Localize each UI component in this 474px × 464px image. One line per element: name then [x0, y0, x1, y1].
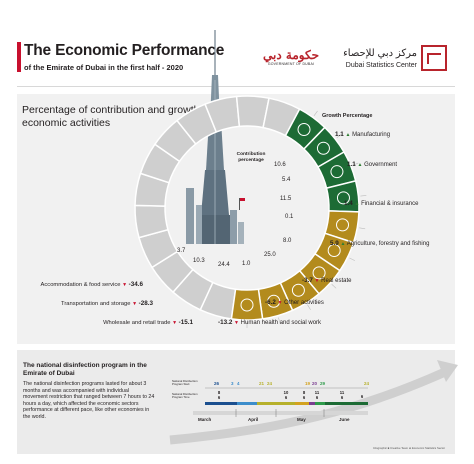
timeline-hours: 6: [360, 394, 364, 399]
timeline-row2-label: National Disinfection Program Time: [172, 392, 198, 400]
growth-label-agriculture: 5.9 ▲ Agriculture, forestry and fishing: [330, 240, 430, 247]
contribution-value-real-estate: 8.0: [283, 238, 292, 244]
timeline-bar-march: [205, 402, 237, 405]
timeline-hours: 11 6: [314, 390, 320, 400]
contribution-value-government: 5.4: [282, 177, 291, 183]
growth-label-accommodation: Accommodation & food service ▼ -34.6: [40, 281, 143, 288]
sector-icon-other-activities-icon: [327, 244, 341, 258]
timeline-day: 4: [237, 381, 240, 386]
month-label-june: June: [339, 417, 350, 422]
sector-leader-line: [278, 317, 281, 324]
contribution-value-manufacturing: 10.6: [274, 162, 286, 168]
arrow-down-icon: ▼: [172, 320, 178, 326]
sector-icon-financial-insurance-icon: [330, 165, 344, 179]
page-subtitle: of the Emirate of Dubai in the first hal…: [24, 63, 184, 72]
sector-icon-real-estate-icon: [336, 218, 350, 232]
sector-icon-wholesale-and-retail-trade-icon: [291, 283, 305, 297]
sector-icon-accommodation-food-service-icon: [240, 298, 254, 312]
dsc-name-arabic: مركز دبي للإحصاء: [343, 48, 417, 59]
arrow-up-icon: ▲: [357, 162, 363, 168]
arrow-up-icon: ▲: [340, 241, 346, 247]
arrow-up-icon: ▲: [354, 201, 360, 207]
ring-sector-accommodation-food-service: [230, 288, 264, 321]
program-title: The national disinfection program in the…: [23, 362, 147, 377]
growth-label-government: 1.1 ▲ Government: [347, 161, 398, 168]
sector-icon-government-icon: [316, 141, 330, 155]
growth-label-manufacturing: 1.1 ▲ Manufacturing: [335, 131, 391, 138]
title-accent-bar: [17, 42, 21, 72]
growth-label-other: -6.2 ▼ Other activities: [265, 299, 324, 306]
sector-leader-line: [307, 304, 311, 310]
arrow-down-icon: ▼: [314, 278, 320, 284]
trend-arrow-icon: [169, 367, 447, 445]
timeline-hours: 10 6: [283, 390, 289, 400]
sector-icon-manufacturing-icon: [297, 123, 311, 137]
month-label-may: May: [297, 417, 306, 422]
contribution-value-accommodation: 3.7: [177, 248, 186, 254]
timeline-day: 19: [305, 381, 311, 386]
timeline-hours: 8 6: [302, 390, 306, 400]
timeline-day: 24: [267, 381, 273, 386]
sector-leader-line: [331, 284, 337, 289]
arrow-up-icon: ▲: [345, 132, 351, 138]
arrow-down-icon: ▼: [122, 282, 128, 288]
sector-icon-transportation-and-storage-icon: [267, 294, 281, 308]
growth-label-real-estate: -3.7 ▼ Real estate: [302, 277, 352, 284]
sector-leader-line: [349, 257, 355, 261]
growth-label-wholesale: Wholesale and retail trade ▼ -15.1: [103, 319, 193, 326]
page-title: The Economic Performance: [24, 42, 225, 59]
contribution-value-transport: 10.3: [193, 258, 205, 264]
dsc-name-english: Dubai Statistics Center: [345, 62, 417, 69]
growth-label-health: -13.2 ▼ Human health and social work: [218, 319, 322, 326]
timeline-hours: 8 6: [217, 390, 221, 400]
sector-icon-human-health-and-social-work-icon: [312, 266, 326, 280]
timeline-hours: 11 6: [339, 390, 345, 400]
sector-leader-line: [360, 195, 367, 197]
government-of-dubai-logo: حكومة دبي GOVERNMENT OF DUBAI: [262, 48, 320, 66]
program-description: The national disinfection programs laste…: [23, 381, 155, 420]
ring-segments: [134, 95, 367, 328]
sector-leader-line: [336, 133, 342, 139]
sector-leader-line: [352, 162, 359, 166]
contribution-value-health: 1.0: [242, 261, 251, 267]
contribution-value-other: 25.0: [264, 252, 276, 258]
arrow-down-icon: ▼: [132, 301, 138, 307]
timeline-day: 20: [312, 381, 318, 386]
timeline-day: 26: [214, 381, 220, 386]
timeline-row1-label: National Disinfection Program Start: [172, 379, 198, 387]
contribution-value-financial: 11.5: [280, 196, 292, 202]
month-label-march: March: [198, 417, 212, 422]
contribution-heading: Contribution percentage: [236, 152, 266, 163]
gov-logo-arabic: حكومة دبي: [263, 48, 319, 62]
header-divider: [17, 86, 455, 87]
sector-leader-line: [359, 227, 366, 230]
sector-icon-agriculture-forestry-and-fishing-icon: [336, 191, 350, 205]
arrow-down-icon: ▼: [277, 300, 283, 306]
credits-footer: Infographic ■ Creative Team at Economic …: [373, 446, 446, 450]
contribution-value-wholesale: 24.4: [218, 262, 230, 268]
timeline-day: 24: [364, 381, 370, 386]
growth-label-transport: Transportation and storage ▼ -28.3: [61, 300, 153, 307]
dsc-logo-icon: [421, 45, 447, 71]
growth-heading: Growth Percentage: [322, 113, 373, 119]
timeline-day: 3: [231, 381, 234, 386]
gov-logo-english: GOVERNMENT OF DUBAI: [267, 62, 315, 66]
arrow-down-icon: ▼: [234, 320, 239, 326]
sector-leader-line: [313, 110, 318, 116]
timeline-day: 21: [259, 381, 265, 386]
contribution-value-agriculture: 0.1: [285, 214, 294, 220]
growth-label-financial: 1.4 ▲ Financial & insurance: [344, 200, 419, 207]
month-label-april: April: [248, 417, 259, 422]
timeline-day: 29: [320, 381, 326, 386]
section-title: Percentage of contribution and growth of…: [22, 104, 212, 129]
